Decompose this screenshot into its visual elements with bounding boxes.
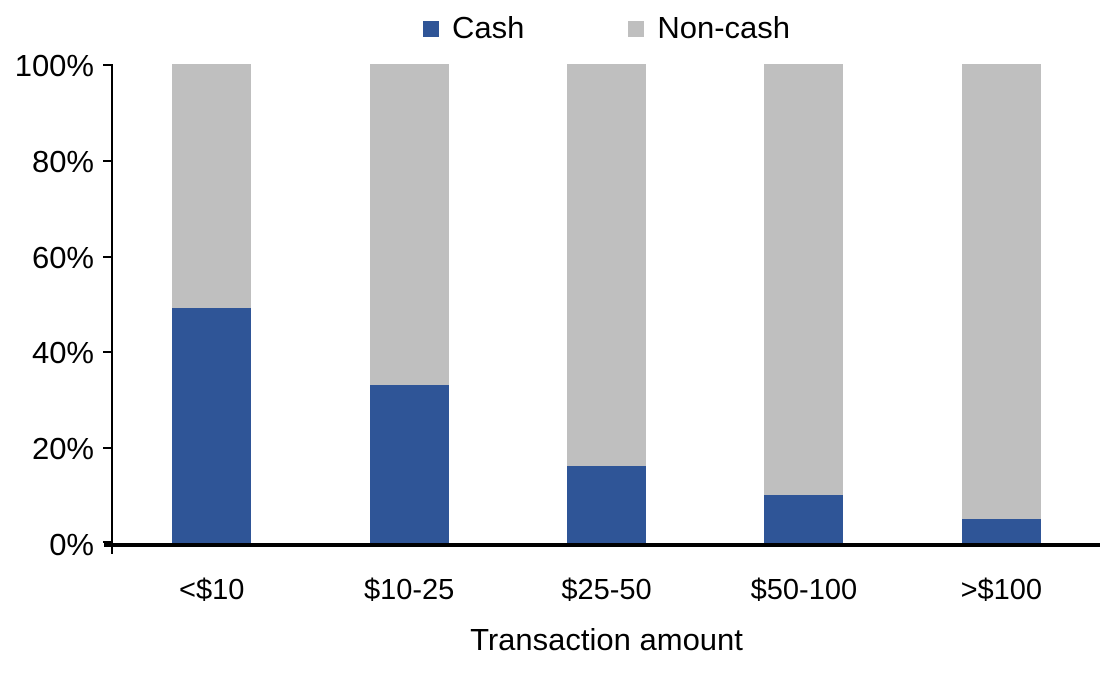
y-tick-mark bbox=[103, 541, 112, 543]
bar-segment-noncash bbox=[764, 64, 844, 495]
legend-item-cash: Cash bbox=[422, 10, 525, 45]
x-axis-title: Transaction amount bbox=[470, 622, 743, 657]
cash-swatch-icon bbox=[422, 21, 439, 37]
y-tick-label: 60% bbox=[31, 239, 94, 275]
y-tick-label: 80% bbox=[31, 143, 94, 179]
bar-segment-noncash bbox=[567, 64, 646, 466]
legend-label-noncash: Non-cash bbox=[657, 10, 791, 45]
y-tick-mark bbox=[103, 159, 112, 162]
bar-segment-cash bbox=[961, 519, 1041, 543]
y-tick-mark bbox=[103, 64, 112, 66]
bar-segment-cash bbox=[567, 466, 646, 543]
plot-area: <$10 $10-25 $25-50 $50-100 >$100 bbox=[0, 64, 1102, 605]
x-tick-label: $10-25 bbox=[363, 574, 455, 606]
bar-segment-cash bbox=[764, 495, 844, 543]
x-axis-origin-tick bbox=[111, 547, 113, 554]
y-tick-label: 20% bbox=[31, 431, 94, 467]
y-tick-mark bbox=[103, 351, 112, 354]
y-tick-mark bbox=[103, 447, 112, 450]
x-tick-label: $50-100 bbox=[750, 574, 858, 606]
bar-segment-cash bbox=[369, 385, 449, 543]
y-axis-line bbox=[111, 64, 113, 547]
y-tick-label: 0% bbox=[49, 527, 94, 562]
y-tick-label: 100% bbox=[14, 48, 94, 83]
legend-label-cash: Cash bbox=[451, 10, 525, 45]
bar-segment-noncash bbox=[961, 64, 1041, 519]
noncash-swatch-icon bbox=[628, 21, 645, 37]
y-tick-mark bbox=[103, 255, 112, 258]
x-tick-label: $25-50 bbox=[561, 574, 652, 606]
chart-legend: Cash Non-cash bbox=[113, 12, 1100, 43]
bar-segment-noncash bbox=[172, 64, 252, 308]
bar-segment-noncash bbox=[369, 64, 449, 385]
x-axis-line bbox=[104, 543, 1100, 547]
legend-item-noncash: Non-cash bbox=[628, 12, 790, 43]
x-tick-label: <$10 bbox=[179, 574, 245, 606]
bar-segment-cash bbox=[172, 308, 252, 543]
x-tick-label: >$100 bbox=[960, 574, 1043, 606]
y-tick-label: 40% bbox=[31, 335, 94, 371]
